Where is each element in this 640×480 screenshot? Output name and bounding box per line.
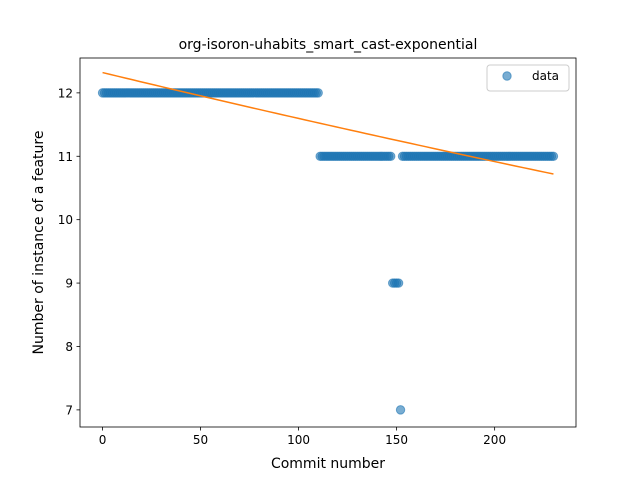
x-tick-label: 0: [99, 433, 107, 447]
x-tick-label: 50: [193, 433, 208, 447]
plot-frame: [79, 57, 577, 428]
y-tick-label: 7: [65, 403, 73, 417]
data-point: [548, 151, 559, 161]
legend-label-data: data: [532, 69, 559, 83]
x-tick-label: 100: [287, 433, 310, 447]
y-tick-label: 11: [58, 150, 73, 164]
data-point: [313, 88, 323, 98]
y-tick-label: 9: [65, 277, 73, 291]
y-axis-label: Number of instance of a feature: [31, 131, 47, 355]
data-point: [395, 405, 406, 415]
data-point: [386, 151, 396, 161]
x-tick-label: 200: [483, 433, 506, 447]
legend: data: [486, 64, 570, 92]
axis-ticks: 0 50 100 150 200 7 8 9 10 11 12: [58, 86, 506, 447]
data-point: [393, 278, 404, 288]
y-tick-label: 10: [58, 213, 73, 227]
y-tick-label: 12: [58, 86, 73, 100]
x-axis-label: Commit number: [271, 456, 385, 472]
plot-content: [97, 71, 559, 415]
x-tick-label: 150: [385, 433, 408, 447]
fit-line: [102, 71, 554, 175]
legend-marker-data: [502, 71, 512, 81]
chart-title: org-isoron-uhabits_smart_cast-exponentia…: [179, 37, 478, 53]
y-tick-label: 8: [65, 340, 73, 354]
